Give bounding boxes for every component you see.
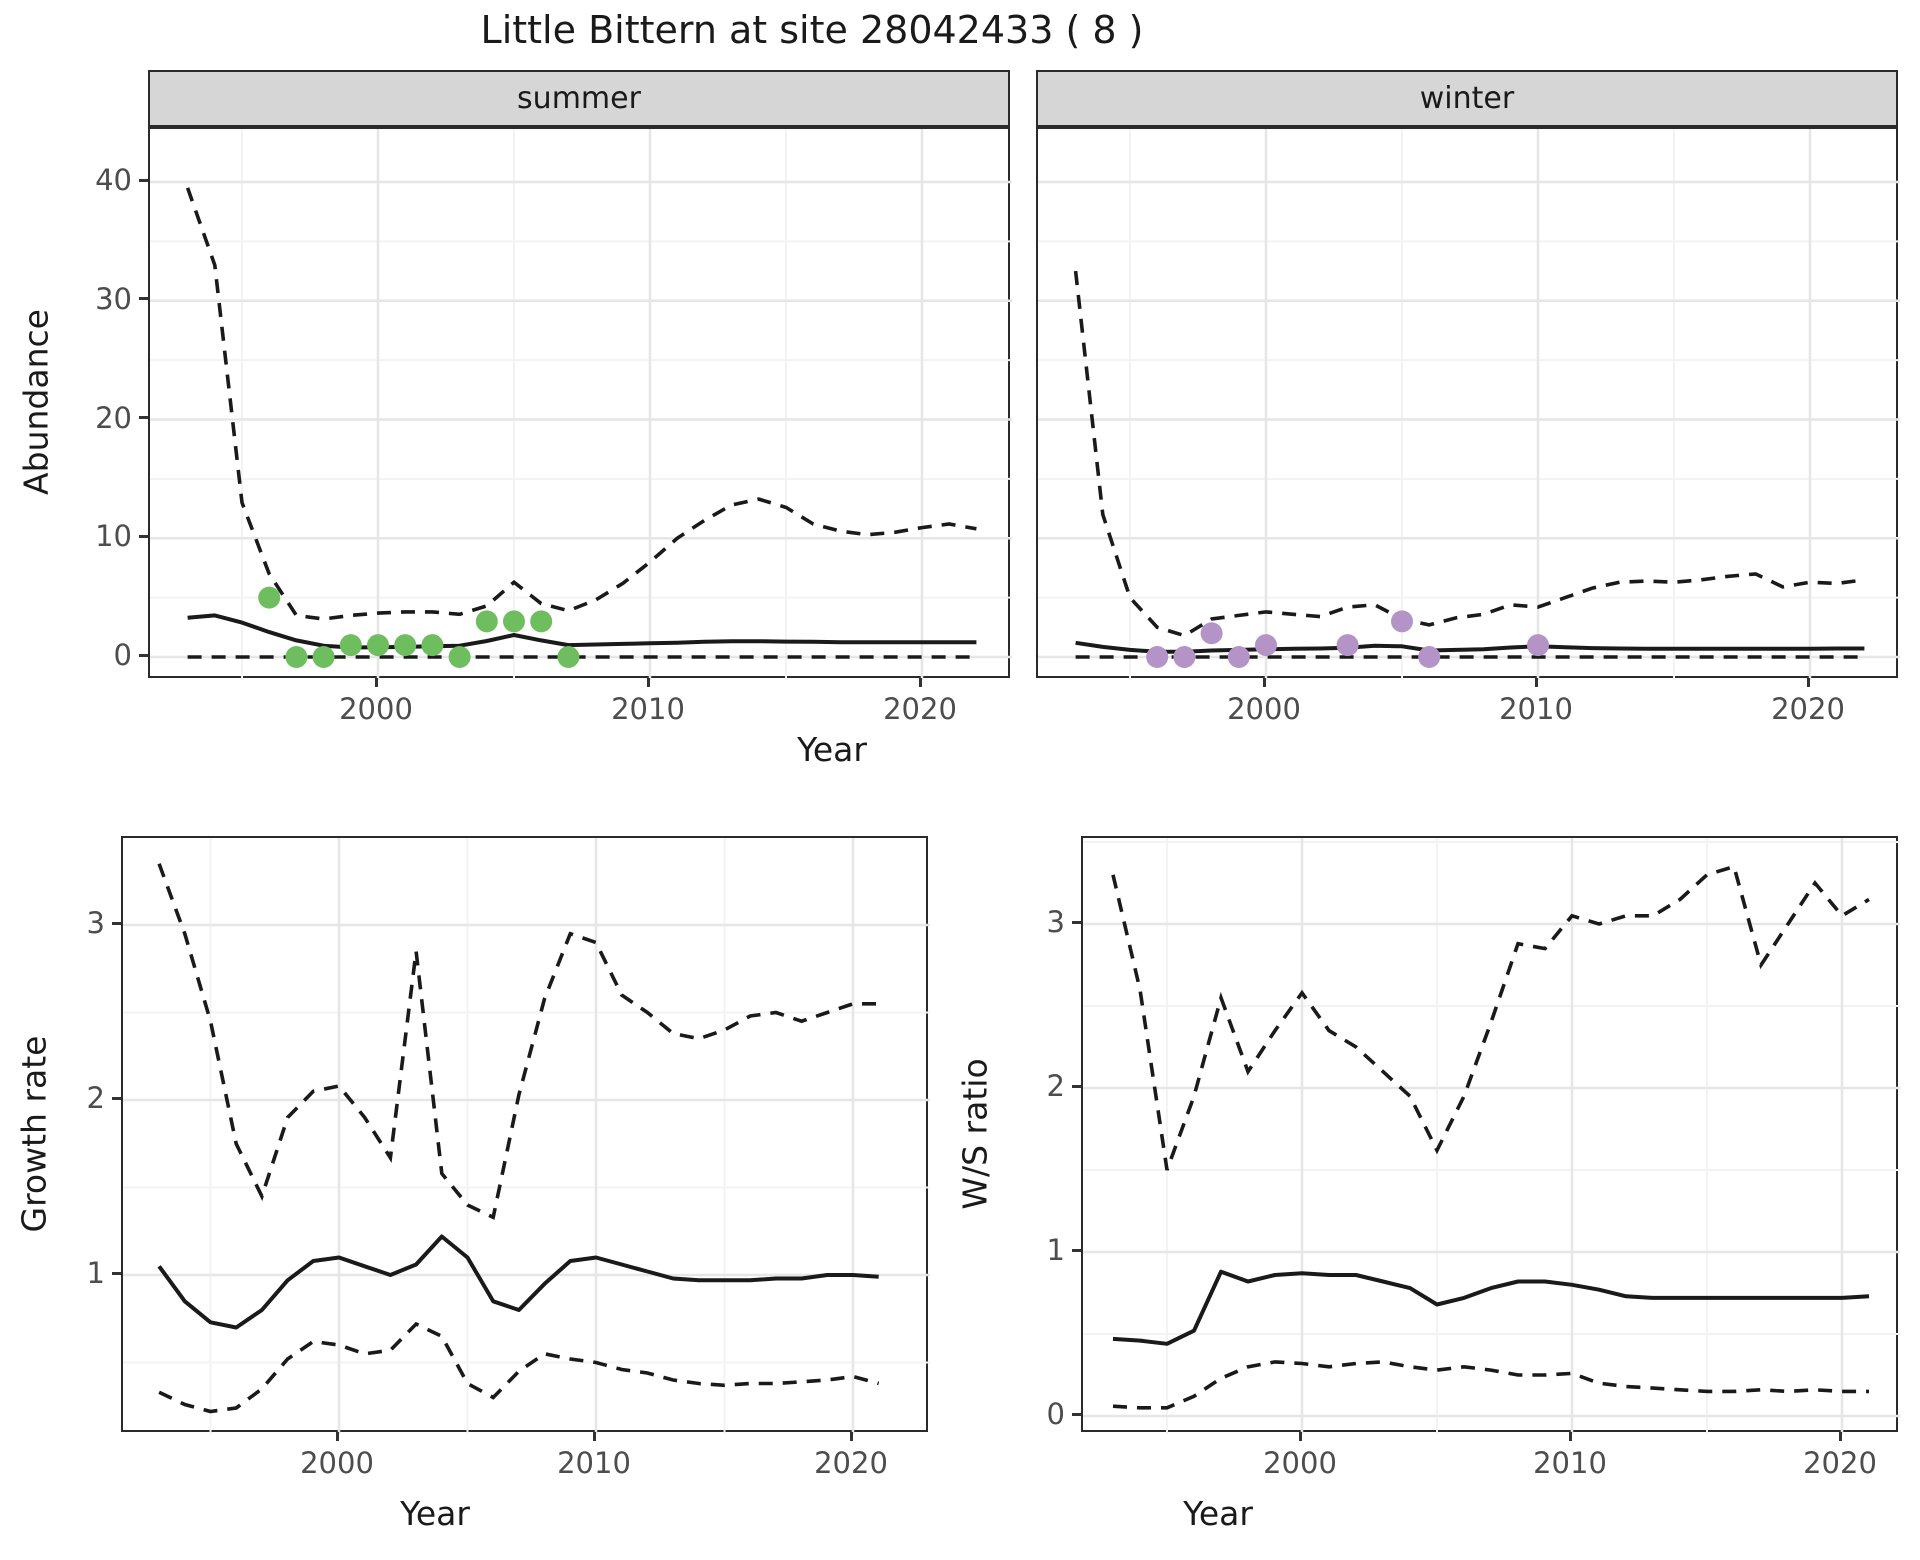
observation-point xyxy=(530,610,553,633)
observation-point xyxy=(1336,634,1359,657)
top-year-axis-title: Year xyxy=(797,730,867,769)
ws-ratio-panel xyxy=(1081,836,1900,1434)
upper-ci-line xyxy=(185,187,977,621)
x-tick-mark xyxy=(335,1432,339,1441)
observation-point xyxy=(394,634,417,657)
y-tick-label: 3 xyxy=(86,906,105,940)
facet-strip-summer-label: summer xyxy=(517,81,641,116)
y-tick-label: 1 xyxy=(1046,1233,1065,1267)
abundance-axis-title: Abundance xyxy=(16,309,56,495)
ws-ratio-plot-area xyxy=(1083,838,1900,1434)
x-tick-label: 2020 xyxy=(1803,1446,1877,1480)
lower-ci-line xyxy=(158,1321,880,1414)
y-tick-label: 2 xyxy=(86,1081,105,1115)
chart-title: Little Bittern at site 28042433 ( 8 ) xyxy=(480,8,1144,52)
x-tick-mark xyxy=(918,678,922,687)
observation-point xyxy=(557,646,580,668)
ws-ratio-axis-title: W/S ratio xyxy=(955,1058,995,1210)
y-tick-mark xyxy=(139,297,148,301)
x-tick-label: 2010 xyxy=(1533,1446,1607,1480)
median-line xyxy=(187,613,977,650)
growth-year-axis-title: Year xyxy=(400,1494,470,1533)
y-tick-label: 1 xyxy=(86,1256,105,1290)
observation-point xyxy=(339,634,362,657)
y-tick-label: 40 xyxy=(95,163,132,197)
observation-point xyxy=(285,646,308,668)
facet-strip-winter-label: winter xyxy=(1419,81,1515,116)
median-line xyxy=(157,1234,879,1330)
x-tick-label: 2020 xyxy=(814,1446,888,1480)
x-tick-mark xyxy=(374,678,378,687)
x-tick-label: 2020 xyxy=(1771,692,1845,726)
abundance-winter-plot-area xyxy=(1038,129,1900,680)
y-tick-mark xyxy=(112,1271,121,1275)
y-tick-mark xyxy=(112,1096,121,1100)
observation-point xyxy=(1255,634,1277,657)
summer-abundance-panel xyxy=(148,127,1012,680)
observation-point xyxy=(1173,646,1196,668)
x-tick-label: 2020 xyxy=(883,692,957,726)
upper-ci-line xyxy=(1111,864,1870,1171)
observation-point xyxy=(258,586,281,609)
median-line xyxy=(1112,1269,1870,1346)
observation-point xyxy=(503,610,525,633)
observation-point xyxy=(1391,610,1413,633)
x-tick-label: 2000 xyxy=(339,692,413,726)
y-tick-mark xyxy=(112,921,121,925)
y-tick-mark xyxy=(1072,920,1081,924)
growth-rate-panel xyxy=(121,836,930,1434)
growth-rate-plot-area xyxy=(123,838,930,1434)
x-tick-mark xyxy=(1298,1432,1302,1441)
upper-ci-line xyxy=(157,863,879,1220)
x-tick-mark xyxy=(592,1432,596,1441)
facet-strip-summer: summer xyxy=(148,70,1010,127)
y-tick-mark xyxy=(1072,1084,1081,1088)
y-tick-mark xyxy=(139,416,148,419)
y-tick-label: 30 xyxy=(95,281,132,316)
observation-point xyxy=(1200,622,1223,645)
ws-year-axis-title: Year xyxy=(1183,1494,1253,1533)
observation-point xyxy=(1227,646,1250,668)
y-tick-mark xyxy=(139,178,148,182)
x-tick-mark xyxy=(1838,1432,1842,1441)
x-tick-mark xyxy=(1568,1432,1572,1441)
y-tick-label: 10 xyxy=(95,519,132,554)
observation-point xyxy=(1527,634,1549,657)
x-tick-mark xyxy=(849,1432,853,1441)
y-tick-label: 3 xyxy=(1046,905,1065,939)
observation-point xyxy=(1418,646,1441,668)
x-tick-label: 2010 xyxy=(557,1446,631,1480)
y-tick-label: 2 xyxy=(1046,1069,1065,1103)
x-tick-label: 2000 xyxy=(300,1446,374,1480)
x-tick-mark xyxy=(1806,678,1810,687)
x-tick-label: 2000 xyxy=(1263,1446,1337,1480)
observation-point xyxy=(421,634,444,657)
y-tick-mark xyxy=(139,534,148,538)
x-tick-mark xyxy=(1534,678,1538,687)
y-tick-mark xyxy=(1072,1412,1081,1416)
x-tick-mark xyxy=(1262,678,1266,687)
observation-point xyxy=(312,646,335,668)
x-tick-label: 2000 xyxy=(1227,692,1301,726)
facet-strip-winter: winter xyxy=(1036,70,1898,127)
observation-point xyxy=(367,634,389,657)
x-tick-label: 2010 xyxy=(611,692,685,726)
y-tick-mark xyxy=(139,653,148,657)
observation-point xyxy=(448,646,471,668)
median-line xyxy=(1075,640,1865,654)
x-tick-label: 2010 xyxy=(1499,692,1573,726)
observation-point xyxy=(1146,646,1169,668)
winter-abundance-panel xyxy=(1036,127,1900,680)
y-tick-label: 0 xyxy=(1046,1397,1065,1431)
lower-ci-line xyxy=(1112,1360,1869,1410)
y-tick-label: 0 xyxy=(113,638,132,672)
growth-rate-axis-title: Growth rate xyxy=(14,1035,54,1233)
y-tick-mark xyxy=(1072,1248,1081,1252)
observation-point xyxy=(475,610,498,633)
y-tick-label: 20 xyxy=(95,400,132,435)
x-tick-mark xyxy=(646,678,650,687)
upper-ci-line xyxy=(1073,270,1865,638)
abundance-summer-plot-area xyxy=(150,129,1012,680)
